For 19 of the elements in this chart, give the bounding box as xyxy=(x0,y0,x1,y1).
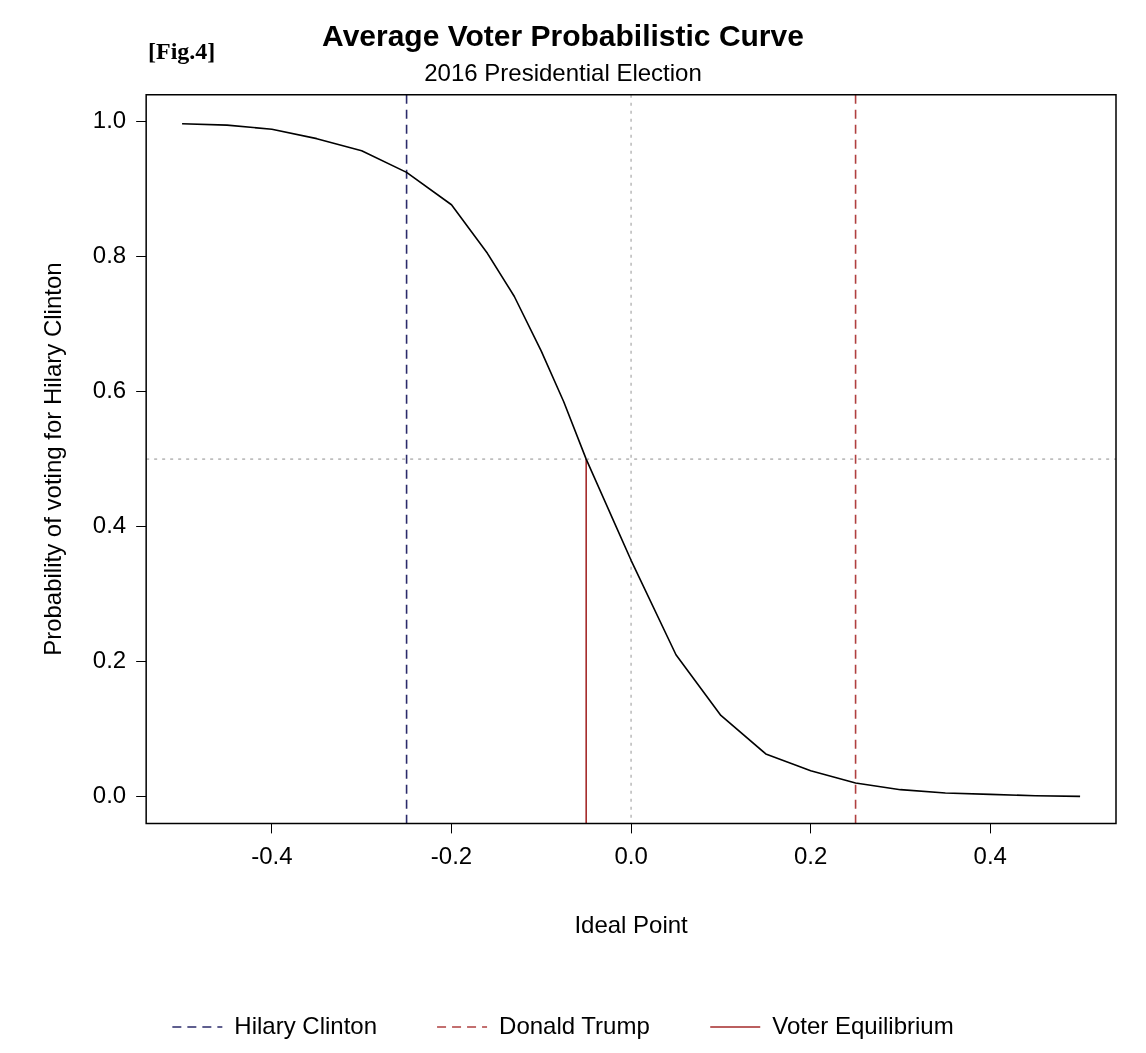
chart-subtitle: 2016 Presidential Election xyxy=(424,59,702,87)
x-tick-label: -0.4 xyxy=(251,842,293,870)
text: [Fig.4] xyxy=(148,38,216,65)
chart-title: Average Voter Probabilistic Curve xyxy=(322,19,804,53)
y-tick-label: 1.0 xyxy=(92,106,127,134)
x-tick-label: -0.2 xyxy=(430,842,473,870)
x-tick-label: 0.2 xyxy=(793,842,828,870)
legend-label: Hilary Clinton xyxy=(234,1011,378,1039)
legend-label: Voter Equilibrium xyxy=(772,1011,954,1039)
x-tick-label: 0.4 xyxy=(973,842,1007,870)
x-tick-label: 0.0 xyxy=(614,842,648,870)
y-tick-label: 0.4 xyxy=(92,511,127,539)
y-tick-label: 0.0 xyxy=(92,781,127,809)
x-axis-title: Ideal Point xyxy=(574,911,689,939)
y-tick-label: 0.2 xyxy=(92,646,127,674)
y-axis-title: Probability of voting for Hilary Clinton xyxy=(39,262,67,656)
y-tick-label: 0.6 xyxy=(92,376,127,404)
legend-label: Donald Trump xyxy=(499,1011,650,1039)
y-tick-label: 0.8 xyxy=(92,241,127,269)
